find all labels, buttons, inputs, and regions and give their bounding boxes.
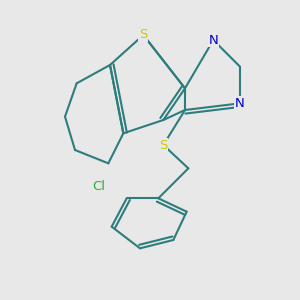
Text: S: S	[139, 28, 148, 41]
Text: S: S	[159, 139, 167, 152]
Text: Cl: Cl	[92, 180, 105, 193]
Text: N: N	[235, 97, 245, 110]
Text: N: N	[208, 34, 218, 46]
